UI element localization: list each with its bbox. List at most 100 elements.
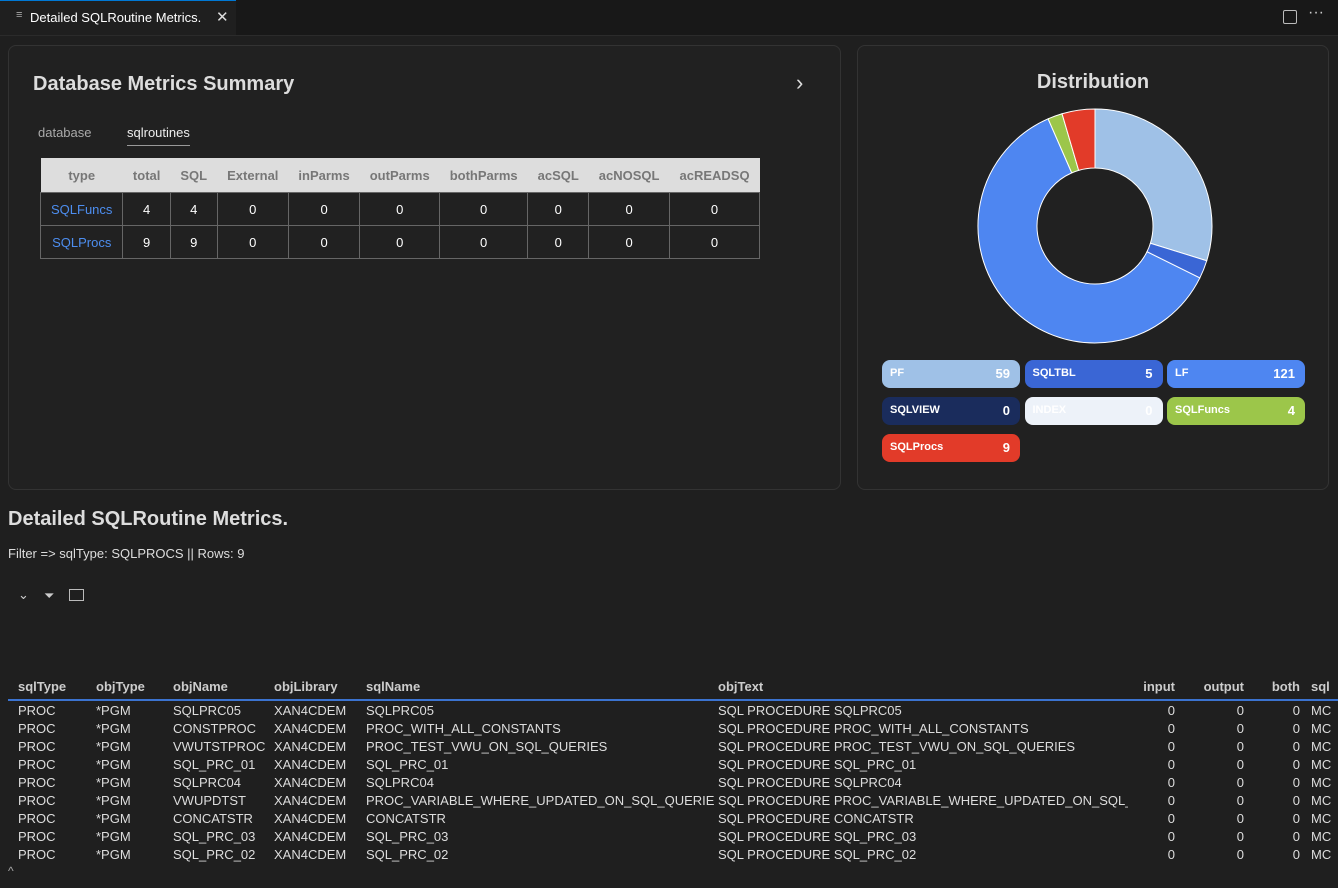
- table-cell: 0: [1167, 757, 1175, 772]
- legend-value: 4: [1287, 403, 1295, 418]
- tab-bar: Detailed SQLRoutine Metrics. ≡ ✕ ···: [0, 0, 1338, 36]
- scroll-up[interactable]: ^: [8, 864, 14, 878]
- table-row: SQLFuncs 4 4 0 0 0 0 0 0 0: [40, 192, 761, 226]
- table-cell: PROC_WITH_ALL_CONSTANTS: [366, 721, 561, 736]
- table-cell: PROC: [18, 703, 56, 718]
- column-header: SQL: [170, 158, 218, 193]
- table-cell: MC: [1311, 829, 1332, 844]
- table-cell: *PGM: [96, 793, 131, 808]
- table-cell: *PGM: [96, 703, 131, 718]
- split-editor[interactable]: [1283, 10, 1297, 24]
- table-cell: 0: [1236, 703, 1244, 718]
- table-row: SQLProcs 9 9 0 0 0 0 0 0 0: [40, 225, 761, 259]
- table-cell: PROC: [18, 739, 56, 754]
- close-tab[interactable]: ✕: [216, 9, 229, 26]
- table-cell: XAN4CDEM: [274, 829, 347, 844]
- table-cell: MC: [1311, 703, 1332, 718]
- column-header: sql: [1311, 679, 1330, 694]
- table-cell: XAN4CDEM: [274, 847, 347, 862]
- table-cell: SQL_PRC_01: [173, 757, 256, 772]
- summary-tab-active[interactable]: sqlroutines: [127, 125, 190, 146]
- expand-arrow[interactable]: ›: [796, 70, 804, 95]
- legend-label: SQLFuncs: [1175, 404, 1231, 416]
- table-cell: 0: [287, 225, 361, 259]
- table-cell: 0: [1167, 721, 1175, 736]
- table-cell: *PGM: [96, 721, 131, 736]
- legend-badge: SQLProcs 9: [882, 434, 1020, 462]
- table-cell: 0: [1167, 739, 1175, 754]
- table-cell: SQL PROCEDURE PROC_VARIABLE_WHERE_UPDATE…: [718, 793, 1128, 808]
- table-cell: 0: [359, 225, 441, 259]
- table-cell: 0: [1236, 811, 1244, 826]
- legend-badge: INDEX 0: [1024, 397, 1163, 425]
- column-header: inParms: [288, 158, 360, 193]
- table-cell: CONSTPROC: [173, 721, 257, 736]
- legend-label: INDEX: [1032, 404, 1067, 416]
- table-cell: 0: [439, 225, 529, 259]
- table-cell: 0: [1167, 829, 1175, 844]
- column-header: objName: [173, 679, 228, 694]
- donut-slice: [1061, 108, 1096, 171]
- table-cell: 0: [1236, 793, 1244, 808]
- column-header: objType: [96, 679, 145, 694]
- table-cell: *PGM: [96, 775, 131, 790]
- column-header: outParms: [359, 158, 440, 193]
- header-underline: [8, 699, 1338, 701]
- more-actions[interactable]: ···: [1308, 4, 1324, 21]
- table-cell: PROC_TEST_VWU_ON_SQL_QUERIES: [366, 739, 608, 754]
- column-header: bothParms: [439, 158, 528, 193]
- table-cell: XAN4CDEM: [274, 703, 347, 718]
- table-cell: 0: [439, 192, 529, 226]
- table-cell: 0: [1236, 739, 1244, 754]
- table-cell: 0: [1292, 775, 1300, 790]
- table-cell: 0: [1167, 703, 1175, 718]
- column-header: input: [1143, 679, 1175, 694]
- legend-value: 0: [1145, 403, 1153, 418]
- column-header: acREADSQ: [669, 158, 760, 193]
- table-cell: 0: [668, 192, 761, 226]
- table-cell: XAN4CDEM: [274, 793, 347, 808]
- table-cell: 0: [1236, 775, 1244, 790]
- summary-table: type total SQL External inParms outParms bothP…: [40, 158, 761, 259]
- table-cell: 0: [359, 192, 441, 226]
- table-cell: MC: [1311, 721, 1332, 736]
- collapse-toggle[interactable]: ⌄: [18, 587, 29, 602]
- table-cell: *PGM: [96, 739, 131, 754]
- column-header: acSQL: [527, 158, 589, 193]
- legend-value: 59: [995, 366, 1010, 381]
- table-cell: MC: [1311, 847, 1332, 862]
- table-cell: 0: [1167, 775, 1175, 790]
- editor-tab[interactable]: Detailed SQLRoutine Metrics.: [0, 0, 236, 35]
- type-link: SQLProcs: [40, 225, 124, 259]
- column-header: sqlName: [366, 679, 421, 694]
- table-cell: 0: [1236, 757, 1244, 772]
- detail-title: Detailed SQLRoutine Metrics.: [8, 508, 289, 530]
- table-cell: PROC: [18, 757, 56, 772]
- table-cell: 9: [169, 225, 218, 259]
- table-cell: MC: [1311, 775, 1332, 790]
- table-cell: XAN4CDEM: [274, 775, 347, 790]
- summary-table-wrap: type total SQL External inParms outParms bothP…: [40, 158, 809, 268]
- summary-panel: [8, 45, 841, 490]
- table-cell: 9: [122, 225, 171, 259]
- table-cell: SQL_PRC_01: [366, 757, 449, 772]
- table-cell: SQLPRC04: [173, 775, 241, 790]
- table-cell: XAN4CDEM: [274, 739, 347, 754]
- columns-button[interactable]: [69, 589, 84, 601]
- legend-badge: LF 121: [1167, 360, 1305, 388]
- table-cell: 0: [1236, 721, 1244, 736]
- legend-value: 121: [1273, 366, 1295, 381]
- table-cell: XAN4CDEM: [274, 811, 347, 826]
- donut-slice: [977, 118, 1201, 344]
- table-cell: 0: [1292, 793, 1300, 808]
- legend-badge: SQLFuncs 4: [1167, 397, 1305, 425]
- table-cell: 4: [122, 192, 171, 226]
- table-cell: SQL_PRC_03: [366, 829, 449, 844]
- table-cell: CONCATSTR: [366, 811, 446, 826]
- table-cell: 0: [1292, 811, 1300, 826]
- table-cell: 0: [1292, 739, 1300, 754]
- table-cell: 0: [668, 225, 761, 259]
- filter-button[interactable]: ⏷: [44, 588, 55, 603]
- summary-tab[interactable]: database: [38, 125, 92, 140]
- table-cell: SQLPRC05: [366, 703, 434, 718]
